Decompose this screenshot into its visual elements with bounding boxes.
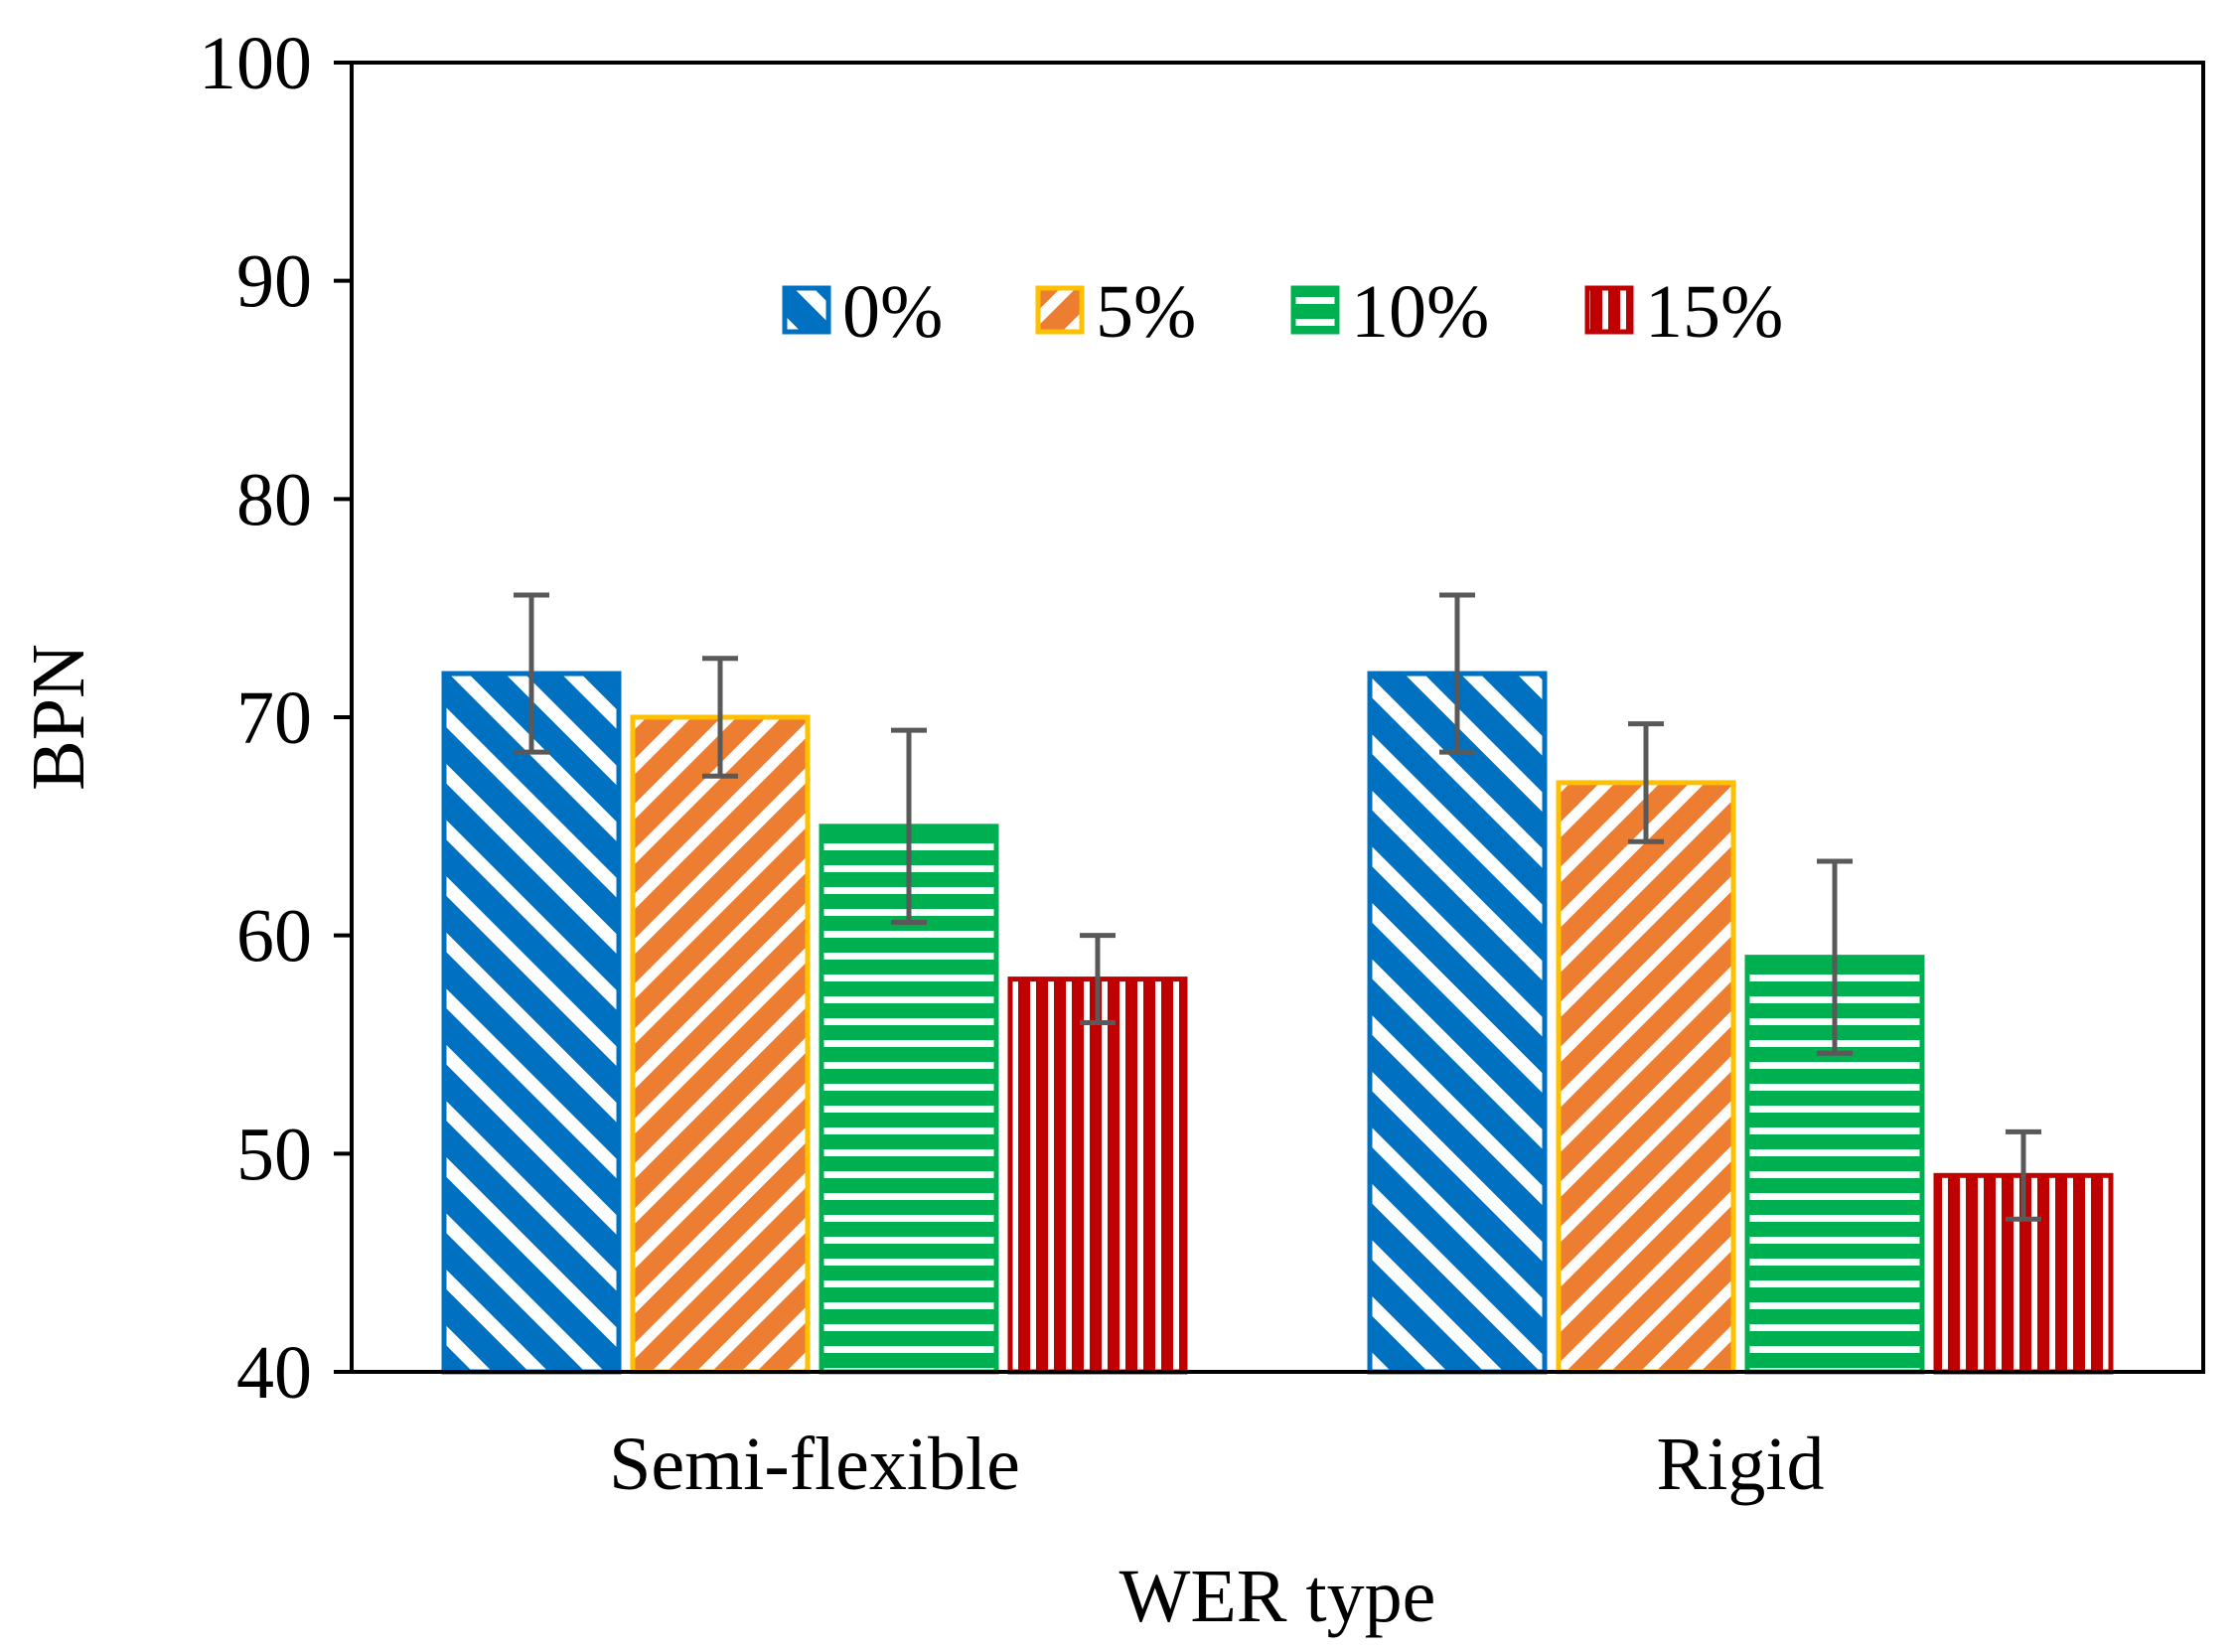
error-bar — [891, 727, 927, 925]
x-axis: Semi-flexible Rigid — [609, 1423, 1824, 1506]
error-bar — [2006, 1128, 2041, 1222]
y-tick-label: 70 — [236, 676, 312, 760]
error-bar — [1628, 721, 1664, 844]
legend-label: 10% — [1351, 270, 1489, 354]
y-tick-label: 50 — [236, 1113, 312, 1196]
legend-item: 10% — [1290, 270, 1489, 354]
legend-item: 15% — [1584, 270, 1783, 354]
x-axis-title: WER type — [1119, 1555, 1436, 1638]
bar-semi-flexible-15pct — [1007, 976, 1188, 1375]
legend-swatch — [1584, 285, 1634, 335]
y-tick-label: 80 — [236, 458, 312, 541]
error-bar — [514, 592, 549, 755]
plot-area-frame — [350, 61, 2205, 1374]
y-axis-title: BPN — [17, 644, 100, 791]
legend-item: 0% — [782, 270, 943, 354]
error-bar — [702, 656, 738, 779]
y-axis: 40 50 60 70 80 90 100 — [199, 22, 352, 1415]
bar-rigid-5pct — [1556, 780, 1736, 1375]
error-bar — [1817, 858, 1853, 1056]
legend-swatch — [1035, 285, 1085, 335]
y-tick-label: 40 — [236, 1331, 312, 1415]
legend: 0% 5% 10% 15% — [782, 270, 1783, 354]
x-category-label: Semi-flexible — [609, 1423, 1020, 1506]
legend-label: 5% — [1096, 270, 1196, 354]
error-bars-layer — [514, 592, 2041, 1222]
bar-semi-flexible-5pct — [630, 714, 811, 1375]
error-bar — [1439, 592, 1475, 755]
bar-rigid-0pct — [1367, 671, 1548, 1375]
y-tick-label: 60 — [236, 895, 312, 978]
bars-layer — [441, 671, 2114, 1375]
y-tick-label: 100 — [199, 22, 312, 105]
legend-item: 5% — [1035, 270, 1196, 354]
legend-label: 0% — [842, 270, 943, 354]
x-category-label: Rigid — [1657, 1423, 1825, 1506]
legend-label: 15% — [1645, 270, 1783, 354]
legend-swatch — [1290, 285, 1340, 335]
error-bar — [1080, 933, 1116, 1026]
bar-semi-flexible-0pct — [441, 671, 622, 1375]
legend-swatch — [782, 285, 831, 335]
y-tick-label: 90 — [236, 240, 312, 324]
